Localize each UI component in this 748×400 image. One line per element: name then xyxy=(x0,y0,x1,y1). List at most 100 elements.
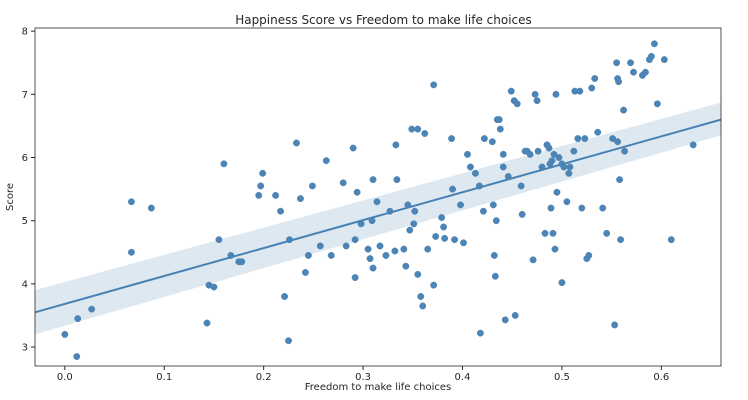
data-point xyxy=(566,163,574,171)
data-point xyxy=(613,59,621,67)
data-point xyxy=(660,56,668,64)
data-point xyxy=(255,191,263,199)
data-point xyxy=(417,293,425,300)
data-point xyxy=(501,316,509,324)
data-point xyxy=(653,100,661,108)
data-point xyxy=(215,236,223,244)
data-point xyxy=(393,176,401,184)
data-point xyxy=(238,258,246,266)
data-point xyxy=(550,150,558,158)
data-point xyxy=(351,274,359,282)
data-point xyxy=(533,97,541,105)
data-point xyxy=(549,229,557,237)
data-point xyxy=(552,90,560,98)
data-point xyxy=(650,40,658,48)
data-point xyxy=(591,75,599,82)
data-point xyxy=(491,272,499,280)
data-point xyxy=(551,245,559,253)
data-point xyxy=(548,157,556,165)
plot-frame xyxy=(34,27,722,367)
data-point xyxy=(406,226,414,234)
x-tick-label: 0.2 xyxy=(256,372,272,383)
data-point xyxy=(617,236,625,244)
y-tick-label: 6 xyxy=(22,153,28,164)
data-point xyxy=(616,176,624,184)
data-point xyxy=(545,144,553,152)
data-point xyxy=(511,312,519,319)
data-point xyxy=(563,198,571,206)
data-point xyxy=(88,305,96,313)
data-point xyxy=(565,169,573,177)
data-point xyxy=(476,329,484,337)
data-point xyxy=(281,293,288,300)
data-point xyxy=(585,251,593,259)
data-point xyxy=(424,245,432,253)
data-point xyxy=(272,191,280,199)
data-point xyxy=(449,185,457,193)
data-point xyxy=(460,239,467,247)
data-point xyxy=(73,353,81,360)
data-point xyxy=(599,204,607,212)
y-tick-label: 7 xyxy=(22,90,28,101)
data-point xyxy=(327,251,335,259)
data-point xyxy=(376,242,384,250)
data-point xyxy=(448,135,456,143)
data-point xyxy=(349,144,357,152)
data-point xyxy=(203,319,211,327)
data-point xyxy=(373,198,381,206)
data-point xyxy=(322,157,330,165)
data-point xyxy=(534,147,542,155)
data-point xyxy=(471,169,479,177)
data-point xyxy=(620,106,628,114)
data-point xyxy=(499,150,507,158)
data-point xyxy=(621,147,629,155)
data-point xyxy=(400,245,408,253)
x-axis: 0.0 0.1 0.2 0.3 0.4 0.5 0.6 xyxy=(57,366,669,383)
data-point xyxy=(391,247,399,255)
y-tick-label: 4 xyxy=(22,279,28,290)
x-tick-label: 0.5 xyxy=(554,372,570,383)
data-point xyxy=(614,138,622,146)
data-point xyxy=(414,270,422,278)
data-point xyxy=(316,242,324,250)
data-point xyxy=(547,204,555,212)
data-point xyxy=(440,223,448,231)
data-point xyxy=(414,125,422,133)
x-tick-label: 0.1 xyxy=(156,372,172,383)
data-point xyxy=(438,214,446,221)
data-point xyxy=(210,283,218,291)
data-point xyxy=(488,138,496,146)
data-point xyxy=(351,236,359,244)
data-point xyxy=(627,59,634,67)
chart-title: Happiness Score vs Freedom to make life … xyxy=(235,13,532,27)
data-point xyxy=(304,251,312,259)
data-point xyxy=(364,245,372,253)
y-axis: 3 4 5 6 7 8 xyxy=(22,27,35,354)
data-point xyxy=(467,163,474,171)
data-point xyxy=(479,207,487,215)
data-point xyxy=(609,135,617,143)
data-point xyxy=(570,147,578,155)
data-point xyxy=(517,182,525,190)
data-point xyxy=(430,81,438,89)
data-point xyxy=(147,204,155,212)
data-point xyxy=(127,198,135,206)
data-point xyxy=(489,201,497,209)
data-point xyxy=(526,150,534,158)
data-point xyxy=(529,256,537,264)
data-point xyxy=(432,233,440,240)
data-point xyxy=(647,52,655,60)
y-tick-label: 8 xyxy=(22,27,28,38)
data-point xyxy=(578,204,586,212)
data-point xyxy=(419,302,427,310)
x-tick-label: 0.3 xyxy=(355,372,371,383)
data-point xyxy=(410,220,418,228)
data-point xyxy=(457,201,464,209)
data-point xyxy=(611,321,619,329)
data-point xyxy=(353,188,361,196)
data-point xyxy=(513,100,521,108)
confidence-band xyxy=(35,102,721,335)
data-point xyxy=(667,236,675,244)
data-point xyxy=(285,337,292,345)
